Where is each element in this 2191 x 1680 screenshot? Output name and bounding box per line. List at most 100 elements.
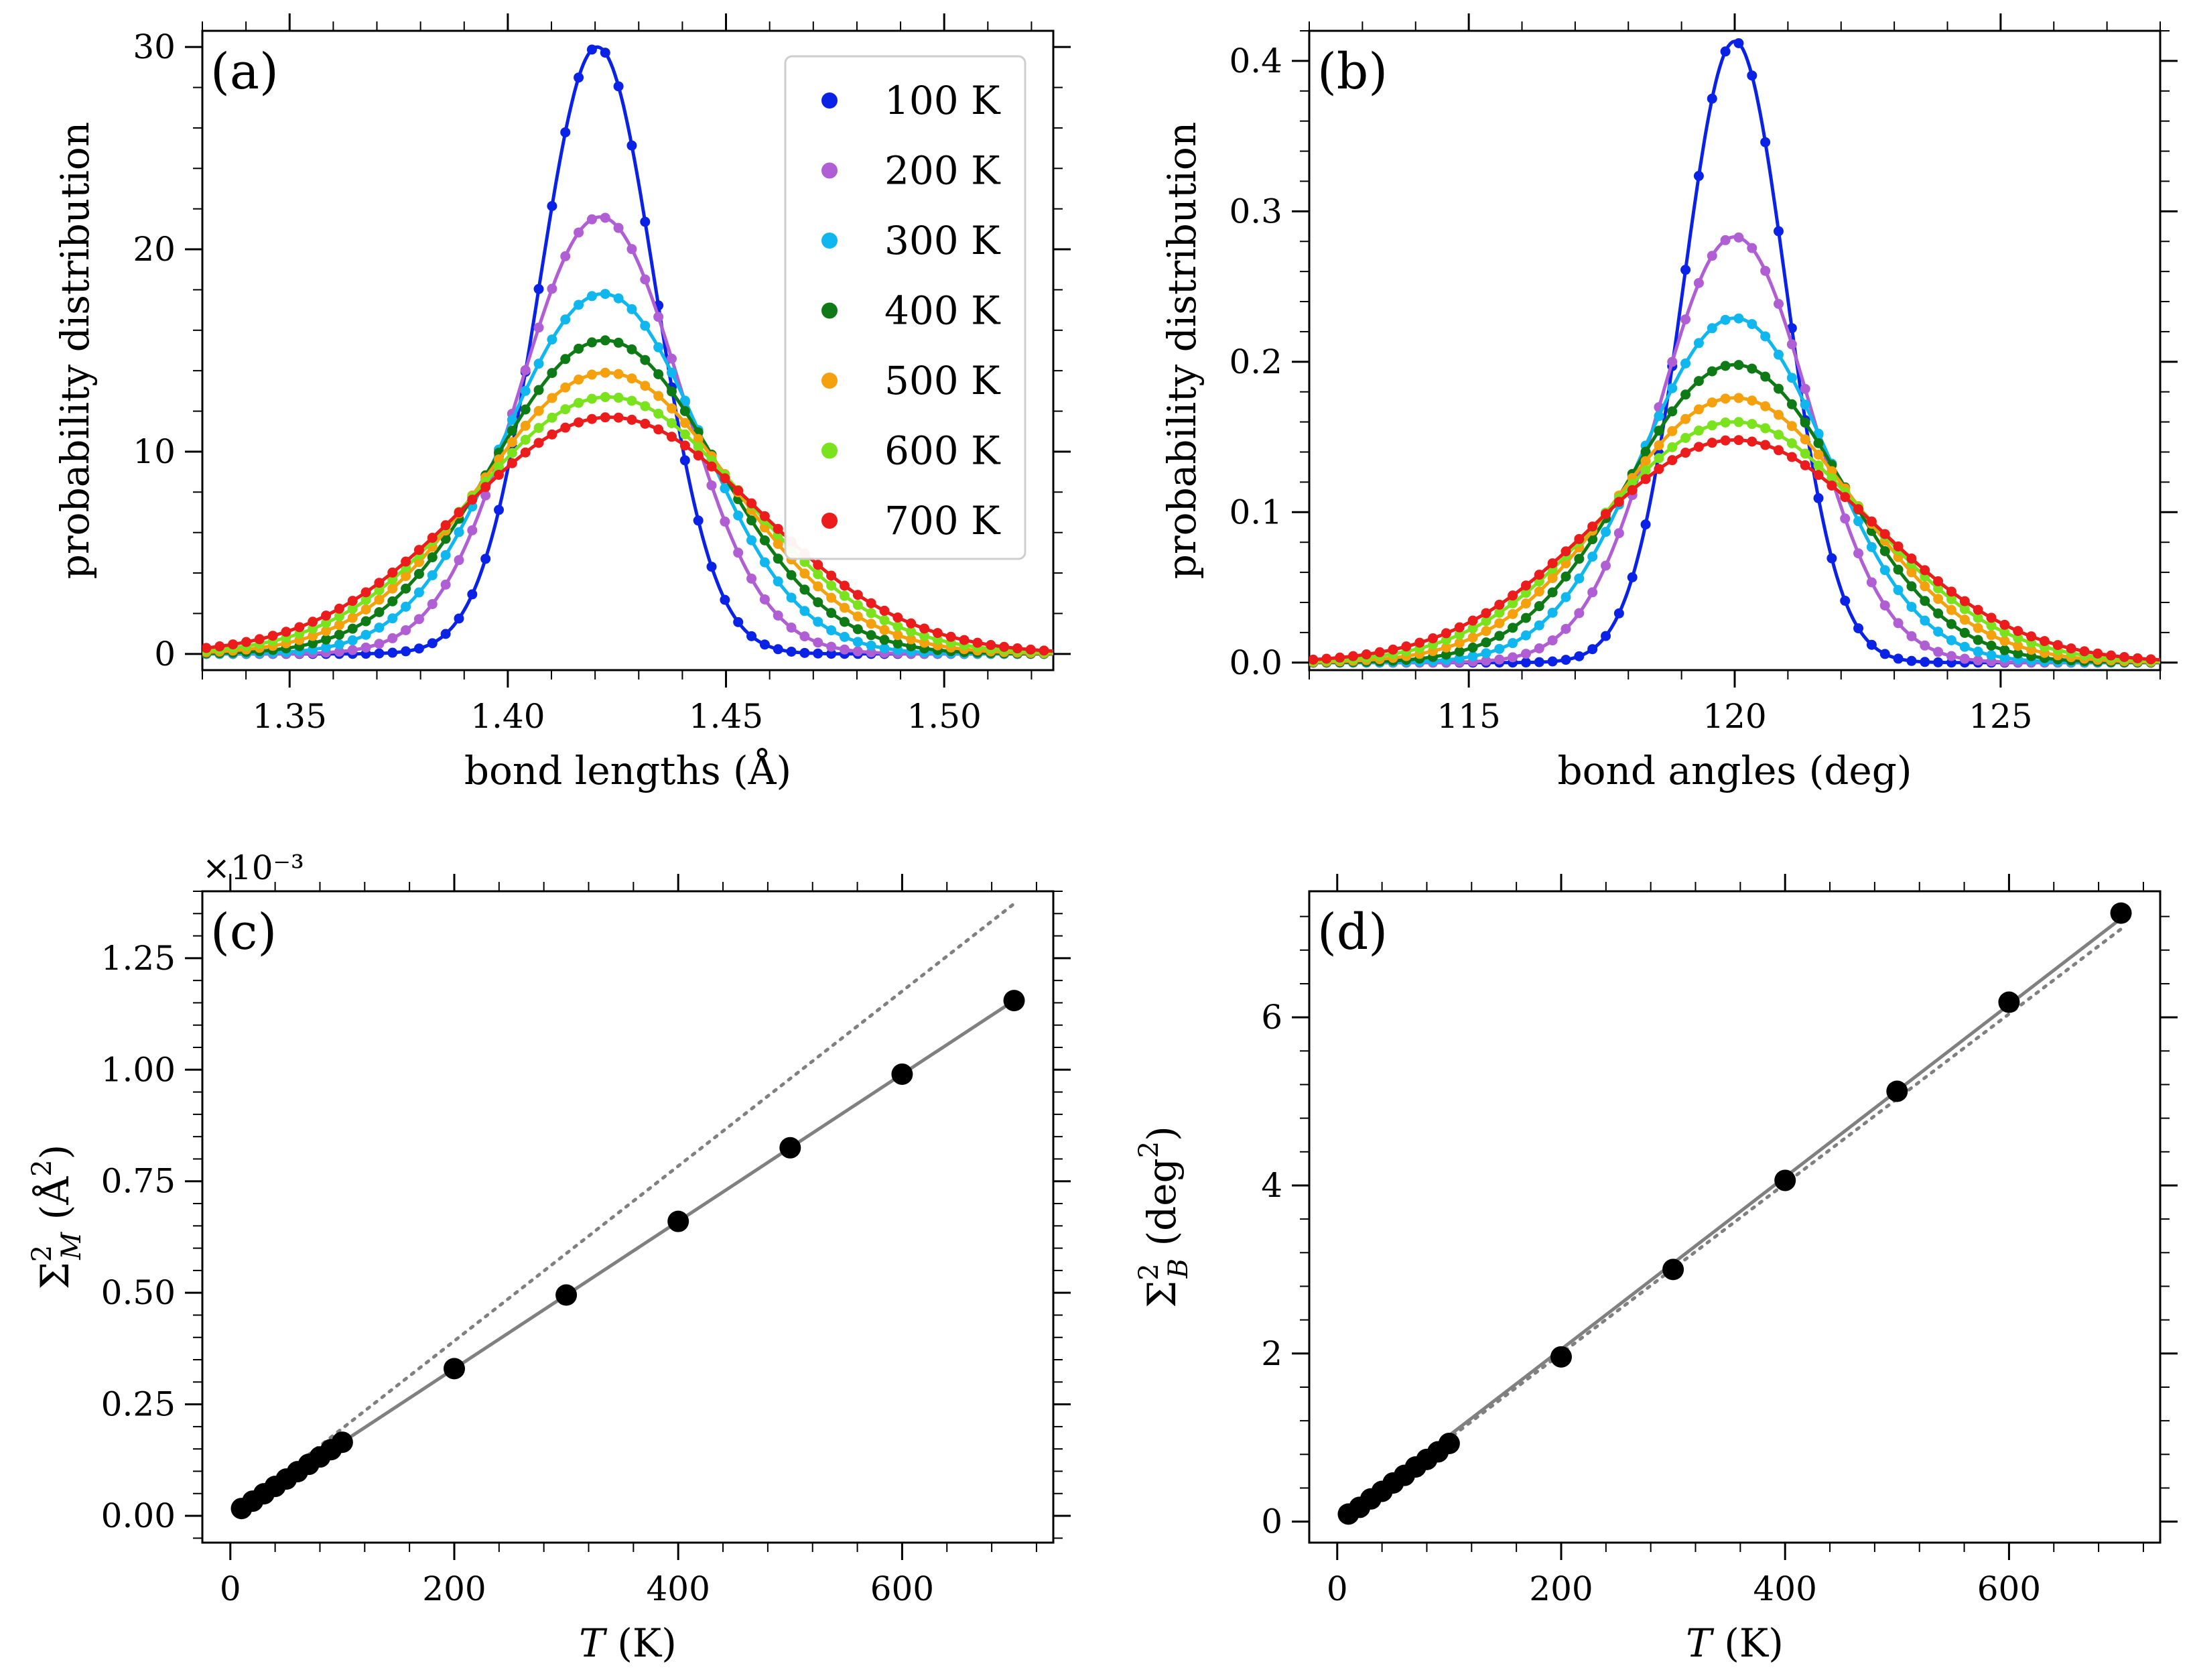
data-point xyxy=(1973,655,1983,665)
data-point xyxy=(826,608,837,619)
data-point xyxy=(1800,399,1810,410)
data-point xyxy=(1335,652,1345,663)
data-point xyxy=(666,432,677,442)
data-point xyxy=(1520,657,1531,668)
data-point xyxy=(866,608,876,619)
data-point xyxy=(1667,406,1678,417)
data-point xyxy=(1520,598,1531,609)
data-point xyxy=(799,568,810,579)
data-point xyxy=(440,550,451,560)
data-point xyxy=(2013,641,2023,651)
data-point xyxy=(2132,653,2143,663)
data-point xyxy=(1720,46,1731,57)
data-point xyxy=(443,1358,465,1380)
x-tick-label: 1.50 xyxy=(907,697,982,736)
data-point xyxy=(360,616,371,627)
data-point xyxy=(653,312,664,322)
data-point xyxy=(720,473,730,484)
data-point xyxy=(1879,649,1890,659)
data-point xyxy=(586,214,597,224)
data-point xyxy=(1680,265,1691,275)
data-point xyxy=(1374,647,1385,657)
data-point xyxy=(959,635,970,645)
data-point xyxy=(494,505,505,515)
data-point xyxy=(786,623,797,633)
data-point xyxy=(892,612,903,623)
data-point xyxy=(1680,314,1691,325)
data-point xyxy=(1720,393,1731,404)
data-point xyxy=(1441,649,1451,660)
x-tick-label: 0 xyxy=(220,1569,241,1608)
data-point xyxy=(520,434,531,445)
data-point xyxy=(640,418,651,429)
panel-label: (a) xyxy=(210,43,279,101)
plot-area xyxy=(1337,902,2132,1525)
legend-marker xyxy=(821,162,838,179)
data-point xyxy=(1946,651,1956,661)
data-point xyxy=(653,369,664,379)
y-tick-label: 0.50 xyxy=(101,1273,176,1312)
series-line-700k xyxy=(1309,438,2160,662)
data-point xyxy=(706,562,717,572)
data-point xyxy=(574,343,584,354)
data-point xyxy=(666,403,677,413)
data-point xyxy=(1886,1080,1908,1102)
data-point xyxy=(839,644,850,655)
data-point xyxy=(1680,389,1691,400)
data-point xyxy=(533,359,544,369)
data-point xyxy=(1933,576,1944,586)
data-point xyxy=(1494,599,1505,610)
data-point xyxy=(480,482,491,493)
data-point xyxy=(1866,516,1877,527)
data-point xyxy=(2093,648,2103,659)
data-point xyxy=(334,629,344,640)
data-point xyxy=(586,337,597,348)
data-point xyxy=(1720,235,1731,245)
x-tick-label: 1.35 xyxy=(253,697,327,736)
data-point xyxy=(1733,38,1744,49)
data-point xyxy=(1613,497,1624,507)
data-point xyxy=(1561,571,1571,582)
data-point xyxy=(507,458,517,468)
data-point xyxy=(1361,649,1372,660)
x-tick-label: 115 xyxy=(1437,697,1500,736)
data-point xyxy=(321,618,332,629)
data-point xyxy=(241,637,251,647)
data-point xyxy=(1773,349,1784,360)
data-point xyxy=(480,490,491,501)
data-point xyxy=(321,642,332,653)
data-point xyxy=(374,578,385,588)
data-point xyxy=(813,648,823,659)
data-point xyxy=(413,568,424,579)
data-point xyxy=(401,646,411,657)
data-point xyxy=(613,293,624,304)
data-point xyxy=(1893,541,1904,552)
data-point xyxy=(1853,504,1864,515)
data-point xyxy=(1906,581,1917,592)
data-point xyxy=(1747,70,1757,81)
data-point xyxy=(1853,516,1864,527)
data-point xyxy=(387,647,398,658)
data-point xyxy=(360,594,371,605)
data-point xyxy=(1946,586,1956,597)
data-point xyxy=(986,640,996,651)
data-point xyxy=(1800,434,1810,445)
data-point xyxy=(507,415,517,426)
data-point xyxy=(440,520,451,531)
data-point xyxy=(799,631,810,642)
data-point xyxy=(1973,604,1983,615)
data-point xyxy=(1627,484,1638,495)
y-tick-label: 0.00 xyxy=(101,1496,176,1535)
data-point xyxy=(1786,339,1797,350)
data-point xyxy=(1025,644,1036,655)
data-point xyxy=(653,424,664,435)
x-axis-label: bond angles (deg) xyxy=(1558,748,1912,793)
data-point xyxy=(640,381,651,391)
data-point xyxy=(1640,465,1651,476)
data-point xyxy=(613,337,624,348)
data-point xyxy=(454,555,464,566)
data-point xyxy=(1893,564,1904,575)
data-point xyxy=(1840,595,1851,606)
data-point xyxy=(533,423,544,434)
data-point xyxy=(1321,653,1332,664)
